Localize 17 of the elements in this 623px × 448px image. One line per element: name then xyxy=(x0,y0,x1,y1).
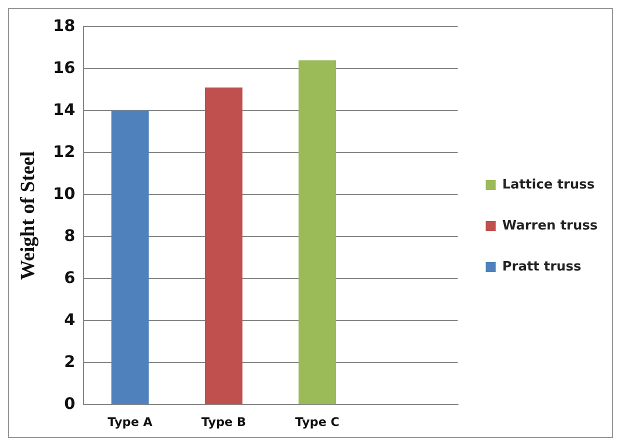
y-axis-title: Weight of Steel xyxy=(17,150,40,280)
y-tick-label: 2 xyxy=(64,352,76,371)
y-tick-label: 16 xyxy=(53,58,76,77)
legend-label: Pratt truss xyxy=(502,259,582,274)
legend-label: Warren truss xyxy=(502,218,598,234)
x-tick-label: Type A xyxy=(108,414,154,429)
x-tick-label: Type C xyxy=(295,414,340,429)
x-tick-label: Type B xyxy=(201,414,246,429)
y-tick-label: 14 xyxy=(53,100,76,119)
y-tick-label: 12 xyxy=(53,142,76,161)
y-tick-label: 4 xyxy=(64,310,76,329)
y-tick-label: 10 xyxy=(53,184,76,203)
y-tick-label: 0 xyxy=(64,394,76,413)
y-tick-label: 6 xyxy=(64,268,76,287)
y-tick-label: 18 xyxy=(53,16,76,35)
y-tick-label: 8 xyxy=(64,226,76,245)
legend-label: Lattice truss xyxy=(502,177,595,192)
